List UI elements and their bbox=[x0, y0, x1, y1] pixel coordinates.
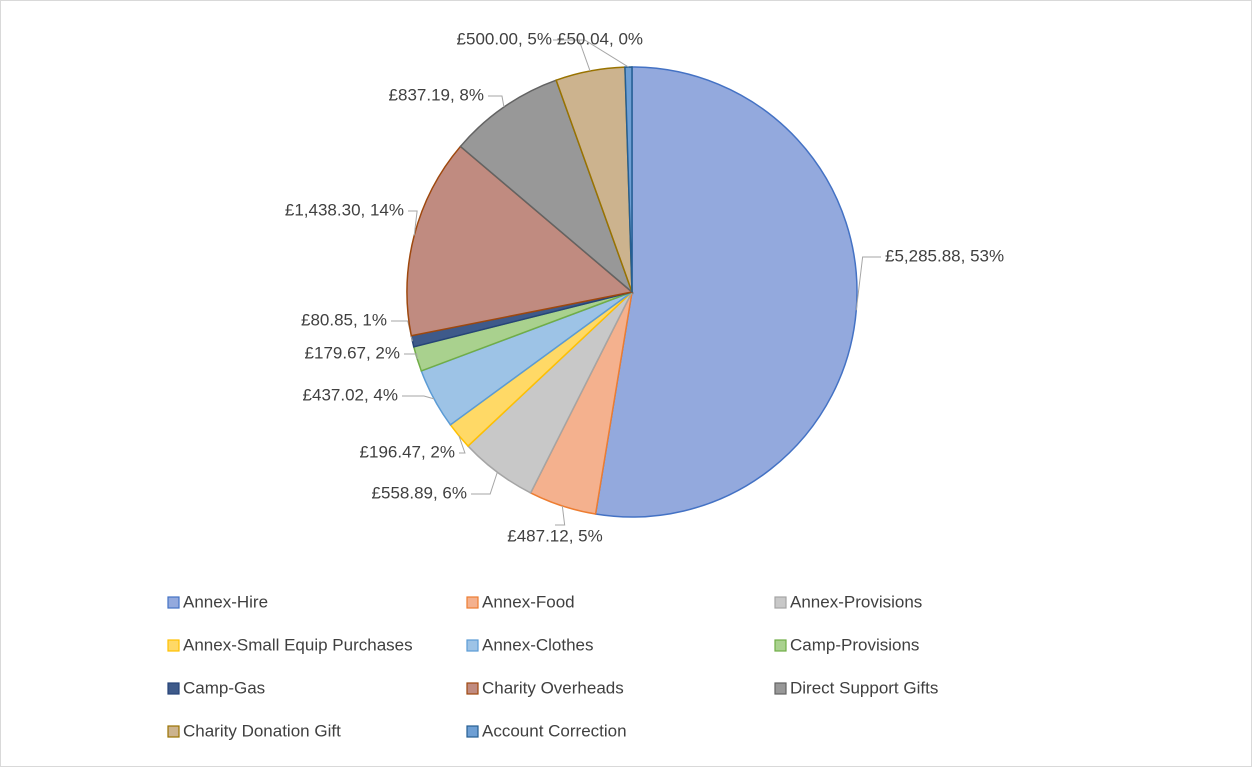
leader-line bbox=[408, 210, 418, 236]
leader-line bbox=[555, 505, 566, 526]
leader-line bbox=[404, 353, 418, 360]
legend-label: Annex-Small Equip Purchases bbox=[183, 635, 413, 654]
legend-swatch bbox=[466, 725, 479, 738]
data-label: £80.85, 1% bbox=[301, 310, 387, 329]
data-label: £500.00, 5% bbox=[457, 29, 552, 48]
legend-label: Camp-Provisions bbox=[790, 635, 919, 654]
data-label: £5,285.88, 53% bbox=[885, 246, 1004, 265]
legend-label: Charity Donation Gift bbox=[183, 721, 341, 740]
legend-swatch bbox=[466, 596, 479, 609]
legend-swatch bbox=[466, 682, 479, 695]
legend-label: Annex-Hire bbox=[183, 592, 268, 611]
data-label: £558.89, 6% bbox=[372, 483, 467, 502]
legend-label: Annex-Provisions bbox=[790, 592, 922, 611]
legend-label: Account Correction bbox=[482, 721, 627, 740]
pie-slice bbox=[594, 66, 858, 518]
pie-slice bbox=[459, 79, 634, 295]
data-label: £50.04, 0% bbox=[557, 29, 643, 48]
data-label: £196.47, 2% bbox=[360, 442, 455, 461]
data-label: £487.12, 5% bbox=[507, 526, 602, 545]
legend-swatch bbox=[774, 682, 787, 695]
legend-label: Annex-Food bbox=[482, 592, 575, 611]
legend-swatch bbox=[167, 725, 180, 738]
data-label: £837.19, 8% bbox=[389, 85, 484, 104]
legend-swatch bbox=[167, 682, 180, 695]
leader-line bbox=[488, 95, 505, 108]
leader-line bbox=[471, 472, 498, 495]
leader-line bbox=[458, 435, 466, 454]
pie-slice bbox=[406, 145, 634, 337]
leader-line bbox=[855, 256, 881, 311]
data-label: £437.02, 4% bbox=[303, 385, 398, 404]
data-label: £1,438.30, 14% bbox=[285, 200, 404, 219]
legend-label: Charity Overheads bbox=[482, 678, 624, 697]
legend-label: Direct Support Gifts bbox=[790, 678, 938, 697]
legend-label: Annex-Clothes bbox=[482, 635, 594, 654]
leader-line bbox=[402, 395, 435, 400]
leader-line bbox=[553, 39, 629, 68]
legend-swatch bbox=[167, 596, 180, 609]
legend-swatch bbox=[466, 639, 479, 652]
legend-label: Camp-Gas bbox=[183, 678, 265, 697]
legend-swatch bbox=[774, 596, 787, 609]
data-label: £179.67, 2% bbox=[305, 343, 400, 362]
legend-swatch bbox=[167, 639, 180, 652]
legend-swatch bbox=[774, 639, 787, 652]
